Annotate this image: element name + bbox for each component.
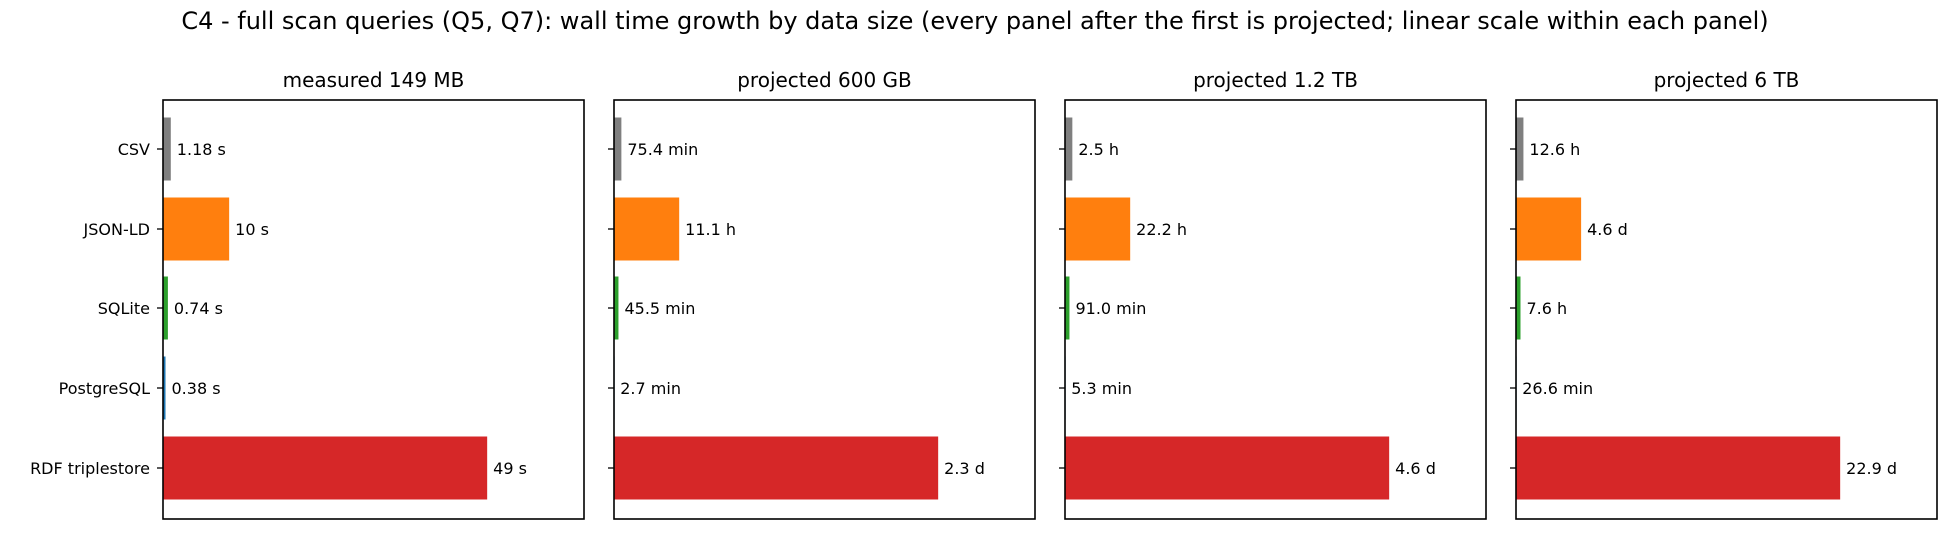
bar-value-label: 26.6 min bbox=[1522, 379, 1593, 398]
bar-value-label: 10 s bbox=[235, 220, 269, 239]
bar bbox=[1065, 276, 1070, 340]
bar-value-label: 49 s bbox=[493, 459, 527, 478]
panel-title: projected 600 GB bbox=[737, 68, 912, 92]
panel-frame bbox=[162, 99, 585, 520]
panel-3: projected 1.2 TB 2.5 h 22.2 h 91.0 min 5.3 m… bbox=[1059, 68, 1487, 520]
bar bbox=[1516, 436, 1841, 500]
bar-value-label: 12.6 h bbox=[1529, 140, 1580, 159]
bar-value-label: 22.2 h bbox=[1136, 220, 1187, 239]
bar-value-label: 45.5 min bbox=[624, 299, 695, 318]
y-tick-label: JSON-LD bbox=[83, 220, 150, 239]
bar bbox=[1065, 197, 1131, 261]
bar bbox=[163, 117, 171, 181]
bar bbox=[163, 276, 168, 340]
bar-value-label: 75.4 min bbox=[627, 140, 698, 159]
panel-frame bbox=[1515, 99, 1938, 520]
bar-value-label: 1.18 s bbox=[177, 140, 226, 159]
bar bbox=[1065, 117, 1073, 181]
bar bbox=[163, 197, 230, 261]
bar-value-label: 11.1 h bbox=[685, 220, 736, 239]
panel-title: projected 6 TB bbox=[1654, 68, 1800, 92]
panel-title: projected 1.2 TB bbox=[1193, 68, 1358, 92]
bar-value-label: 2.5 h bbox=[1078, 140, 1119, 159]
figure-title: C4 - full scan queries (Q5, Q7): wall ti… bbox=[181, 7, 1768, 35]
bar-value-label: 7.6 h bbox=[1526, 299, 1567, 318]
panel-frame bbox=[1064, 99, 1487, 520]
bar-value-label: 91.0 min bbox=[1075, 299, 1146, 318]
panel-4: projected 6 TB 12.6 h 4.6 d 7.6 h 26.6 min 22… bbox=[1510, 68, 1938, 520]
bar bbox=[1516, 276, 1521, 340]
chart-panels: measured 149 MB CSV 1.18 s JSON-LD 10 s SQLit… bbox=[30, 68, 1938, 520]
panel-frame bbox=[613, 99, 1036, 520]
panel-1: measured 149 MB CSV 1.18 s JSON-LD 10 s SQLit… bbox=[30, 68, 585, 520]
bar-value-label: 2.7 min bbox=[620, 379, 681, 398]
y-tick-label: PostgreSQL bbox=[59, 379, 150, 398]
bar-value-label: 2.3 d bbox=[944, 459, 985, 478]
bar bbox=[614, 117, 622, 181]
bar bbox=[163, 356, 166, 420]
bar-value-label: 0.74 s bbox=[174, 299, 223, 318]
bar bbox=[163, 436, 488, 500]
bar bbox=[614, 197, 680, 261]
bar-value-label: 5.3 min bbox=[1071, 379, 1132, 398]
bar bbox=[1516, 197, 1582, 261]
bar bbox=[614, 276, 619, 340]
y-tick-label: RDF triplestore bbox=[30, 459, 150, 478]
bar bbox=[614, 436, 939, 500]
bar bbox=[1065, 436, 1390, 500]
panel-2: projected 600 GB 75.4 min 11.1 h 45.5 min 2.… bbox=[608, 68, 1036, 520]
bar bbox=[1516, 117, 1524, 181]
y-tick-label: CSV bbox=[118, 140, 150, 159]
y-tick-label: SQLite bbox=[98, 299, 150, 318]
bar-value-label: 4.6 d bbox=[1587, 220, 1628, 239]
bar-value-label: 4.6 d bbox=[1395, 459, 1436, 478]
panel-title: measured 149 MB bbox=[283, 68, 465, 92]
bar-value-label: 22.9 d bbox=[1846, 459, 1897, 478]
bar-value-label: 0.38 s bbox=[172, 379, 221, 398]
